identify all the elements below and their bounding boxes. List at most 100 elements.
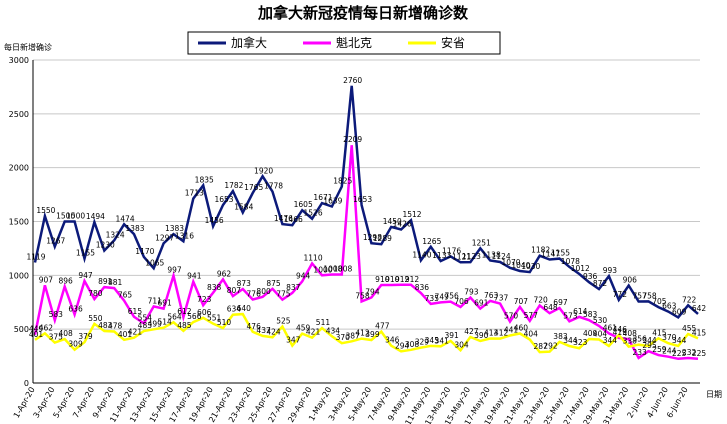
data-label: 424 bbox=[266, 327, 281, 336]
data-label: 1324 bbox=[106, 230, 125, 239]
data-label: 691 bbox=[474, 299, 489, 308]
data-label: 401 bbox=[29, 330, 44, 339]
data-label: 941 bbox=[187, 272, 202, 281]
data-label: 415 bbox=[652, 328, 667, 337]
data-label: 530 bbox=[593, 316, 608, 325]
data-label: 1639 bbox=[323, 197, 342, 206]
data-label: 583 bbox=[583, 310, 598, 319]
data-label: 1825 bbox=[333, 177, 352, 186]
data-label: 1653 bbox=[214, 195, 233, 204]
data-label: 404 bbox=[593, 330, 608, 339]
data-label: 1124 bbox=[492, 252, 511, 261]
data-label: 476 bbox=[247, 322, 262, 331]
data-label: 415 bbox=[692, 328, 707, 337]
data-label: 1123 bbox=[462, 252, 481, 261]
data-label: 1267 bbox=[46, 237, 65, 246]
data-label: 551 bbox=[207, 314, 222, 323]
data-label: 609 bbox=[672, 307, 687, 316]
data-label: 1078 bbox=[561, 257, 580, 266]
data-label: 2760 bbox=[343, 76, 362, 85]
data-label: 1456 bbox=[205, 216, 224, 225]
y-tick-label: 1000 bbox=[9, 271, 29, 280]
data-label: 912 bbox=[405, 275, 420, 284]
data-label: 837 bbox=[286, 283, 301, 292]
data-label: 691 bbox=[157, 299, 172, 308]
data-label: 1298 bbox=[363, 233, 382, 242]
data-label: 554 bbox=[138, 313, 153, 322]
series-line bbox=[34, 312, 699, 354]
data-label: 1140 bbox=[412, 250, 431, 259]
data-label: 1119 bbox=[26, 253, 45, 262]
data-label: 292 bbox=[543, 342, 558, 351]
data-label: 391 bbox=[444, 331, 459, 340]
data-label: 1835 bbox=[195, 175, 214, 184]
data-label: 872 bbox=[593, 279, 608, 288]
data-label: 1383 bbox=[165, 224, 184, 233]
data-label: 233 bbox=[632, 348, 647, 357]
data-label: 749 bbox=[435, 292, 450, 301]
data-label: 962 bbox=[217, 269, 232, 278]
data-label: 1182 bbox=[531, 246, 550, 255]
data-label: 304 bbox=[454, 340, 469, 349]
data-label: 1040 bbox=[511, 261, 530, 270]
data-label: 1476 bbox=[274, 214, 293, 223]
data-label: 437 bbox=[256, 326, 271, 335]
data-label: 1426 bbox=[393, 219, 412, 228]
data-label: 906 bbox=[623, 275, 638, 284]
y-tick-label: 2500 bbox=[9, 110, 29, 119]
data-label: 1713 bbox=[185, 189, 204, 198]
data-label: 1920 bbox=[254, 166, 273, 175]
data-label: 244 bbox=[662, 347, 677, 356]
data-label: 294 bbox=[395, 341, 410, 350]
data-label: 1450 bbox=[383, 217, 402, 226]
data-label: 614 bbox=[573, 307, 588, 316]
data-label: 583 bbox=[49, 310, 64, 319]
data-label: 881 bbox=[108, 278, 123, 287]
data-label: 993 bbox=[603, 266, 618, 275]
data-label: 707 bbox=[514, 297, 529, 306]
data-label: 338 bbox=[623, 337, 638, 346]
data-label: 1176 bbox=[442, 246, 461, 255]
data-label: 344 bbox=[672, 336, 687, 345]
y-axis-label: 每日新增确诊 bbox=[4, 42, 52, 52]
data-label: 370 bbox=[662, 333, 677, 342]
data-label: 460 bbox=[514, 323, 529, 332]
data-label: 1671 bbox=[313, 193, 332, 202]
data-label: 1584 bbox=[234, 202, 253, 211]
data-label: 478 bbox=[108, 322, 123, 331]
data-label: 1316 bbox=[175, 231, 194, 240]
data-label: 1008 bbox=[323, 264, 342, 273]
data-label: 427 bbox=[464, 327, 479, 336]
data-label: 800 bbox=[256, 287, 271, 296]
data-label: 379 bbox=[78, 332, 93, 341]
data-label: 775 bbox=[276, 290, 291, 299]
data-label: 765 bbox=[118, 291, 133, 300]
data-label: 947 bbox=[78, 271, 93, 280]
data-label: 408 bbox=[623, 329, 638, 338]
y-tick-label: 1500 bbox=[9, 218, 29, 227]
data-label: 344 bbox=[603, 336, 618, 345]
data-label: 344 bbox=[642, 336, 657, 345]
data-label: 612 bbox=[177, 307, 192, 316]
data-label: 723 bbox=[197, 295, 212, 304]
data-label: 722 bbox=[682, 295, 697, 304]
data-label: 735 bbox=[425, 294, 440, 303]
y-tick-label: 2000 bbox=[9, 164, 29, 173]
data-label: 341 bbox=[435, 336, 450, 345]
legend-label: 加拿大 bbox=[231, 35, 267, 50]
data-label: 390 bbox=[474, 331, 489, 340]
data-label: 412 bbox=[355, 329, 370, 338]
data-label: 510 bbox=[217, 318, 232, 327]
data-label: 776 bbox=[247, 289, 262, 298]
data-label: 570 bbox=[504, 312, 519, 321]
legend-box bbox=[187, 31, 501, 55]
data-label: 413 bbox=[484, 329, 499, 338]
data-label: 1550 bbox=[36, 206, 55, 215]
data-label: 370 bbox=[336, 333, 351, 342]
data-label: 1155 bbox=[76, 249, 95, 258]
data-label: 757 bbox=[632, 291, 647, 300]
data-label: 375 bbox=[49, 333, 64, 342]
data-label: 1121 bbox=[452, 252, 471, 261]
data-label: 1289 bbox=[373, 234, 392, 243]
data-label: 997 bbox=[167, 266, 182, 275]
